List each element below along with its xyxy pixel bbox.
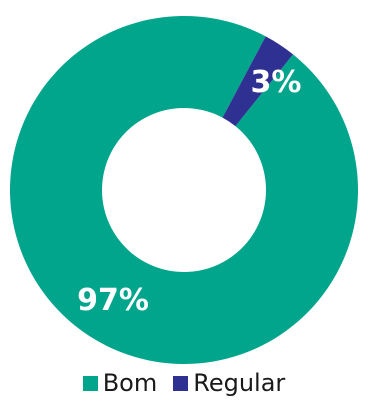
legend-label-bom: Bom xyxy=(102,369,158,397)
slices-group xyxy=(9,15,358,364)
legend-label-regular: Regular xyxy=(193,369,286,397)
legend-item-regular: Regular xyxy=(173,369,285,397)
labels-group: 97% 3% xyxy=(77,65,301,318)
slice-regular xyxy=(222,36,294,127)
slice-label-bom: 97% xyxy=(77,283,149,318)
legend: Bom Regular xyxy=(0,368,368,398)
legend-swatch-bom xyxy=(82,375,98,391)
legend-swatch-regular xyxy=(173,375,189,391)
slice-bom xyxy=(9,15,358,364)
legend-item-bom: Bom xyxy=(82,369,158,397)
slice-label-regular: 3% xyxy=(251,65,302,100)
